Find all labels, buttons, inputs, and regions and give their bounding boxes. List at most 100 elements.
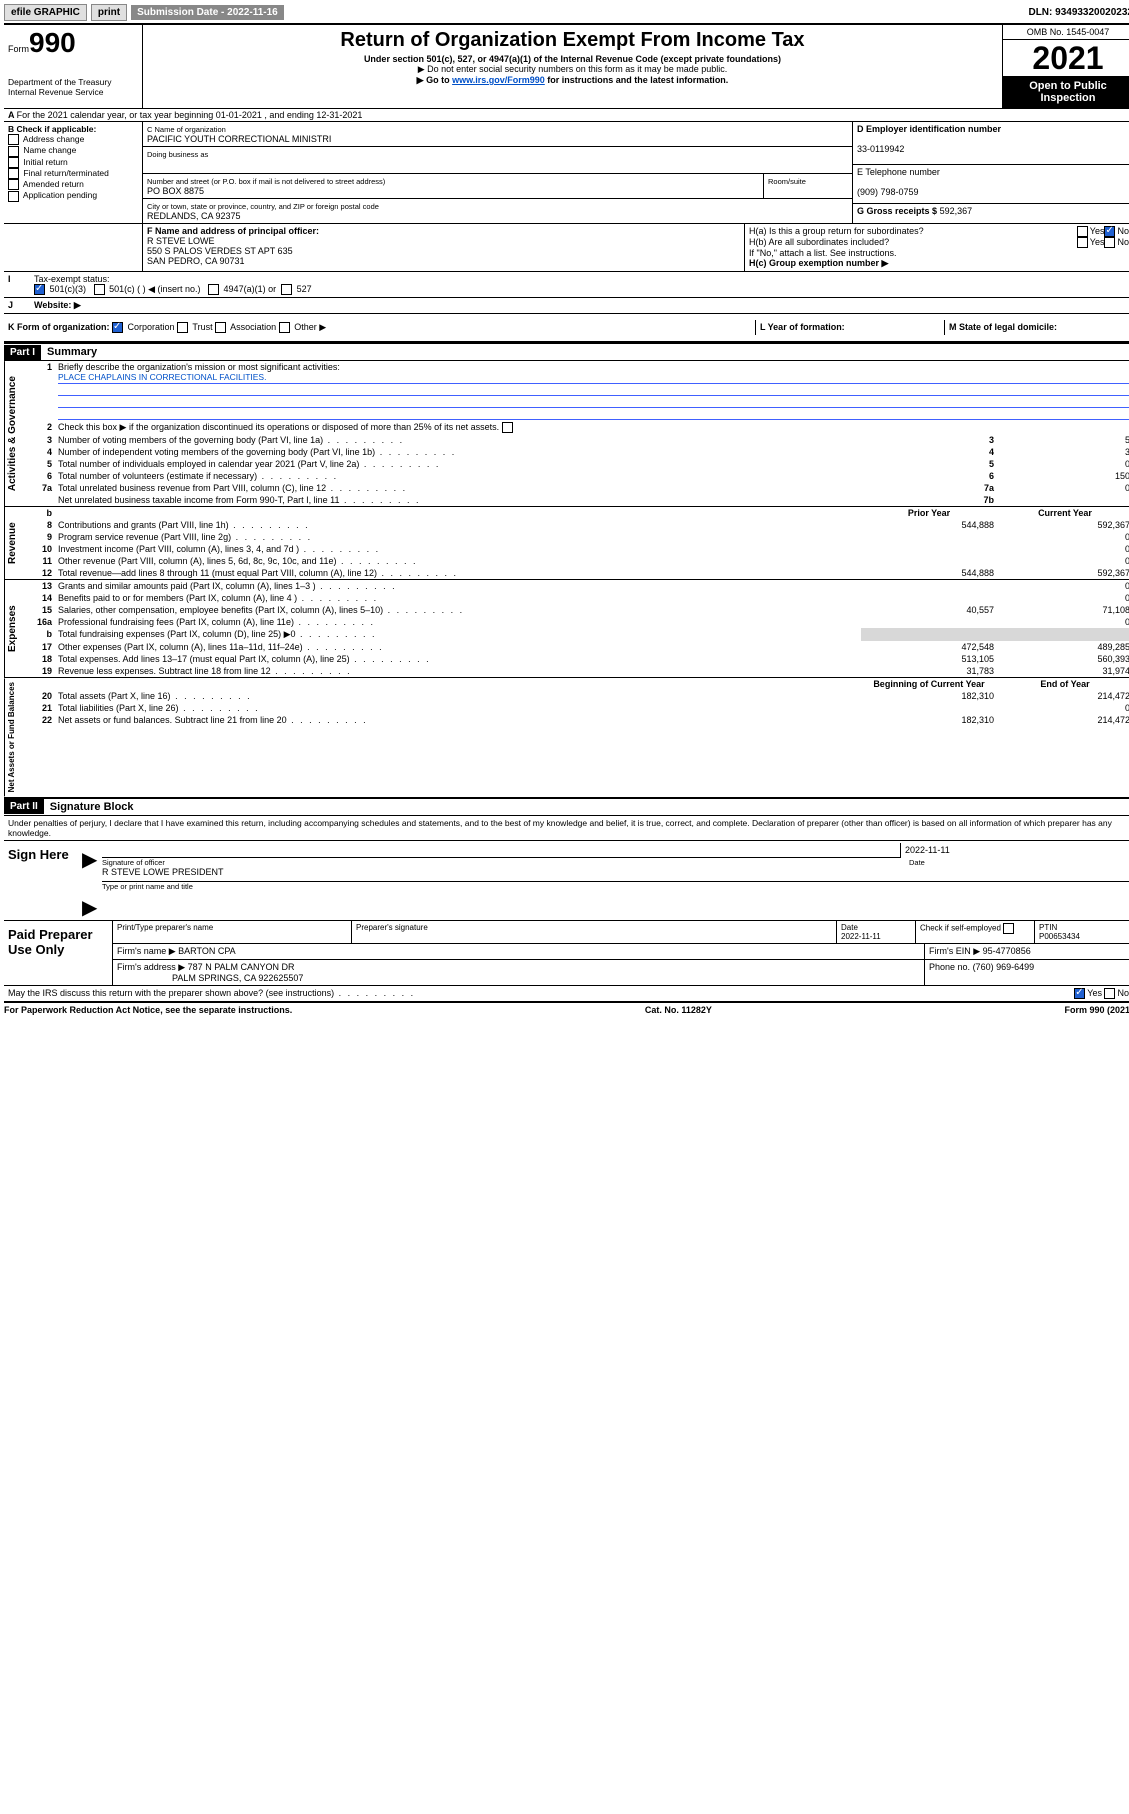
- yes-label: Yes: [1090, 237, 1105, 248]
- sign-here-block: Sign Here ▶▶ 2022-11-11 Signature of off…: [4, 840, 1129, 921]
- street: PO BOX 8875: [147, 186, 204, 196]
- b-checkbox[interactable]: [8, 157, 19, 168]
- efile-button[interactable]: efile GRAPHIC: [4, 4, 87, 21]
- city: REDLANDS, CA 92375: [147, 211, 241, 221]
- k-other-checkbox[interactable]: [279, 322, 290, 333]
- summary-governance: Activities & Governance 1Briefly describ…: [4, 361, 1129, 506]
- form-subtitle: Under section 501(c), 527, or 4947(a)(1)…: [149, 54, 996, 64]
- form-header: Form990 Department of the Treasury Inter…: [4, 23, 1129, 109]
- tax-year: 2021: [1003, 40, 1129, 76]
- opt-527: 527: [297, 284, 312, 294]
- dept-treasury: Department of the Treasury Internal Reve…: [8, 77, 138, 97]
- boy-hdr: Beginning of Current Year: [861, 678, 997, 690]
- e-label: E Telephone number: [857, 167, 940, 177]
- print-button[interactable]: print: [91, 4, 127, 21]
- self-emp-checkbox[interactable]: [1003, 923, 1014, 934]
- summary-revenue: Revenue b Prior Year Current Year 8Contr…: [4, 506, 1129, 579]
- firm-ein: 95-4770856: [983, 946, 1031, 956]
- c-name-label: C Name of organization: [147, 125, 226, 134]
- hc-label: H(c) Group exemption number ▶: [749, 258, 1129, 269]
- submission-date: Submission Date - 2022-11-16: [131, 5, 284, 20]
- eoy-hdr: End of Year: [997, 678, 1129, 690]
- phone-label: Phone no.: [929, 962, 970, 972]
- ha-yes-checkbox[interactable]: [1077, 226, 1088, 237]
- part-i-header: Part I Summary: [4, 343, 1129, 361]
- b-checkbox[interactable]: [8, 146, 19, 157]
- hb-note: If "No," attach a list. See instructions…: [749, 248, 1129, 258]
- b-checkbox[interactable]: [8, 134, 19, 145]
- date-label: Date: [909, 858, 1129, 867]
- part-ii-title: Signature Block: [44, 799, 140, 815]
- instruction-2: ▶ Go to www.irs.gov/Form990 for instruct…: [149, 75, 996, 86]
- opt-501c: 501(c) ( ) ◀ (insert no.): [109, 284, 200, 294]
- f-label: F Name and address of principal officer:: [147, 226, 319, 236]
- officer-name: R STEVE LOWE: [147, 236, 215, 246]
- 501c3-checkbox[interactable]: [34, 284, 45, 295]
- open-public: Open to Public Inspection: [1003, 76, 1129, 108]
- m-label: M State of legal domicile:: [949, 322, 1057, 332]
- paid-preparer-block: Paid Preparer Use Only Print/Type prepar…: [4, 921, 1129, 986]
- room-label: Room/suite: [768, 177, 806, 186]
- prep-name-label: Print/Type preparer's name: [113, 921, 352, 943]
- ptin-label: PTIN: [1039, 923, 1057, 932]
- discuss-row: May the IRS discuss this return with the…: [4, 986, 1129, 1003]
- yes-label: Yes: [1090, 226, 1105, 237]
- j-label: Website: ▶: [34, 300, 81, 310]
- sign-date: 2022-11-11: [905, 845, 1125, 855]
- hb-yes-checkbox[interactable]: [1077, 237, 1088, 248]
- instruction-1: ▶ Do not enter social security numbers o…: [149, 64, 996, 75]
- perjury-statement: Under penalties of perjury, I declare th…: [4, 816, 1129, 840]
- d-label: D Employer identification number: [857, 124, 1001, 134]
- hb-no-checkbox[interactable]: [1104, 237, 1115, 248]
- 501c-checkbox[interactable]: [94, 284, 105, 295]
- name-title-label: Type or print name and title: [102, 882, 1129, 891]
- firm-ein-label: Firm's EIN ▶: [929, 946, 980, 956]
- goto-pre: ▶ Go to: [417, 75, 452, 85]
- no-label: No: [1117, 237, 1129, 248]
- q2-checkbox[interactable]: [502, 422, 513, 433]
- part-i-title: Summary: [41, 344, 103, 360]
- prior-year-hdr: Prior Year: [861, 507, 997, 519]
- city-label: City or town, state or province, country…: [147, 202, 379, 211]
- irs-link[interactable]: www.irs.gov/Form990: [452, 75, 545, 85]
- officer-addr2: SAN PEDRO, CA 90731: [147, 256, 245, 266]
- section-c: C Name of organizationPACIFIC YOUTH CORR…: [143, 122, 852, 223]
- q2: Check this box ▶ if the organization dis…: [55, 421, 1129, 434]
- discuss-no-checkbox[interactable]: [1104, 988, 1115, 999]
- info-grid: B Check if applicable: Address change Na…: [4, 122, 1129, 224]
- 527-checkbox[interactable]: [281, 284, 292, 295]
- part-i-badge: Part I: [4, 345, 41, 360]
- part-ii-badge: Part II: [4, 799, 44, 814]
- b-checkbox[interactable]: [8, 191, 19, 202]
- k-corp-checkbox[interactable]: [112, 322, 123, 333]
- curr-year-hdr: Current Year: [997, 507, 1129, 519]
- opt-4947: 4947(a)(1) or: [224, 284, 277, 294]
- opt-other: Other ▶: [294, 322, 326, 332]
- b-checkbox[interactable]: [8, 179, 19, 190]
- vert-net: Net Assets or Fund Balances: [4, 678, 27, 796]
- vert-revenue: Revenue: [4, 507, 27, 579]
- tax-year-range: For the 2021 calendar year, or tax year …: [17, 110, 363, 120]
- ha-no-checkbox[interactable]: [1104, 226, 1115, 237]
- k-assoc-checkbox[interactable]: [215, 322, 226, 333]
- sign-here-label: Sign Here: [4, 841, 82, 920]
- q1: Briefly describe the organization's miss…: [58, 362, 340, 372]
- gross-receipts: 592,367: [940, 206, 973, 216]
- 4947-checkbox[interactable]: [208, 284, 219, 295]
- k-label: K Form of organization:: [8, 322, 110, 332]
- form-number: 990: [29, 27, 76, 58]
- part-ii-header: Part II Signature Block: [4, 798, 1129, 816]
- section-deg: D Employer identification number33-01199…: [852, 122, 1129, 223]
- discuss-yes-checkbox[interactable]: [1074, 988, 1085, 999]
- hb-label: H(b) Are all subordinates included?: [749, 237, 1077, 248]
- cat-no: Cat. No. 11282Y: [645, 1005, 712, 1015]
- section-b: B Check if applicable: Address change Na…: [4, 122, 143, 223]
- self-emp-label: Check if self-employed: [920, 923, 1001, 932]
- org-name: PACIFIC YOUTH CORRECTIONAL MINISTRI: [147, 134, 331, 144]
- i-row: I Tax-exempt status: 501(c)(3) 501(c) ( …: [4, 272, 1129, 298]
- summary-expenses: Expenses 13Grants and similar amounts pa…: [4, 579, 1129, 677]
- b-checkbox[interactable]: [8, 168, 19, 179]
- paperwork-notice: For Paperwork Reduction Act Notice, see …: [4, 1005, 292, 1015]
- firm-name: BARTON CPA: [178, 946, 236, 956]
- k-trust-checkbox[interactable]: [177, 322, 188, 333]
